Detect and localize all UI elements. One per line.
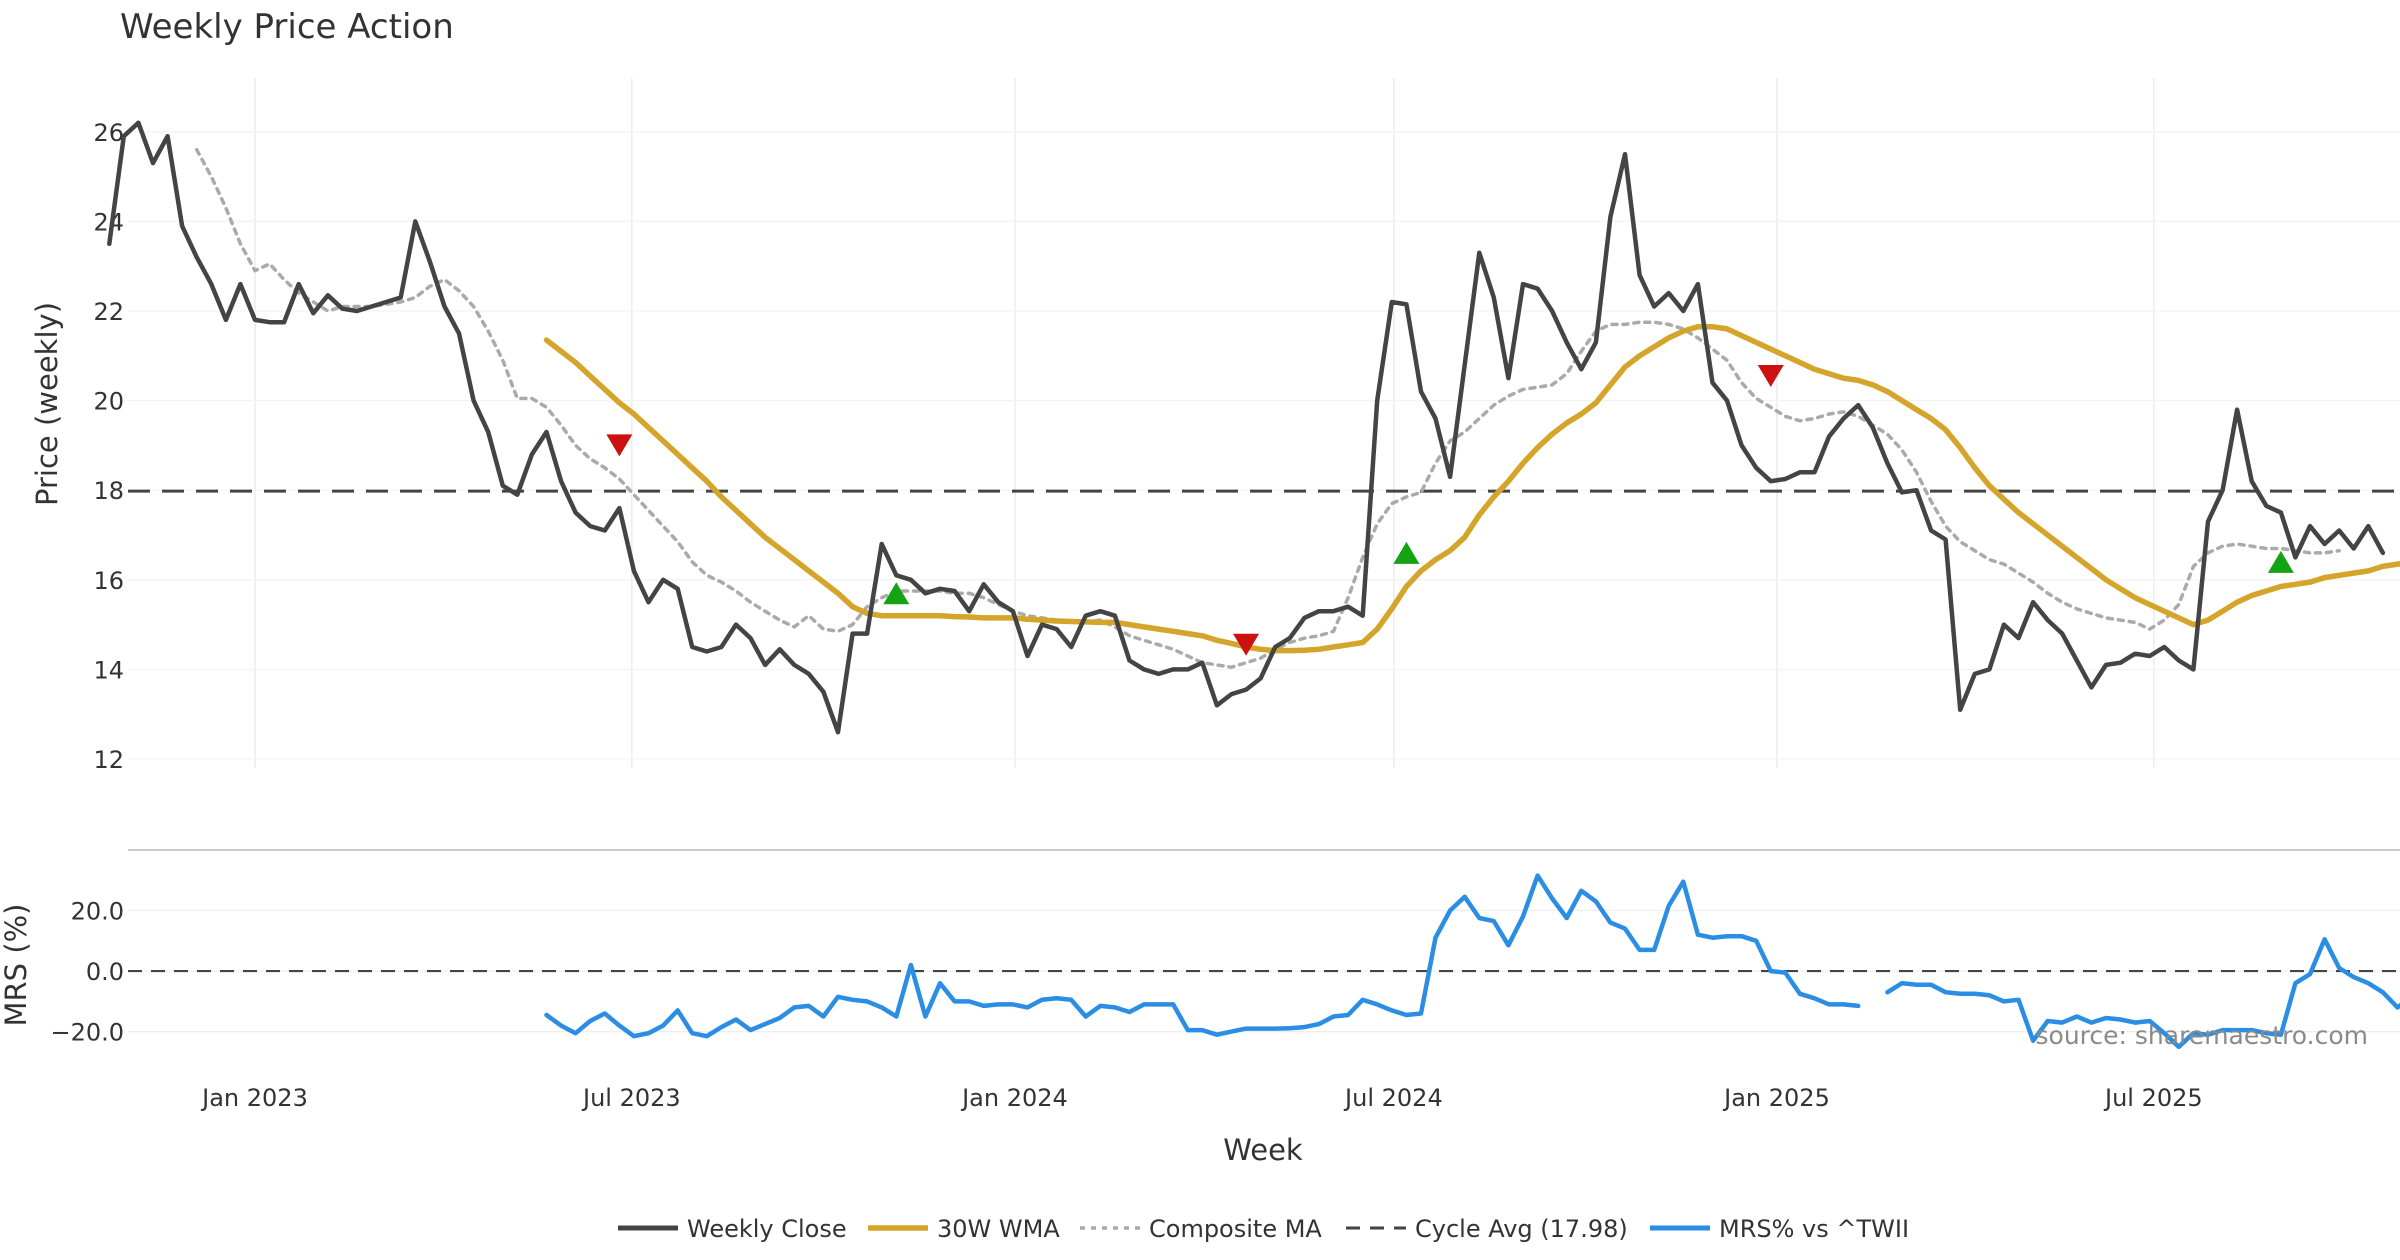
sell-signal-marker: [1233, 633, 1260, 656]
legend-label: MRS% vs ^TWII: [1719, 1215, 1909, 1243]
series-line-mrs: [544, 873, 2400, 1050]
buy-signal-marker: [2267, 550, 2294, 573]
signal-markers: [606, 364, 2294, 656]
legend-label: Composite MA: [1149, 1215, 1322, 1243]
x-axis-ticks: Jan 2023 Jul 2023 Jan 2024 Jul 2024 Jan 2025…: [200, 1084, 2203, 1112]
legend-label: 30W WMA: [937, 1215, 1060, 1243]
price-y-tick-label: 12: [93, 746, 124, 774]
price-y-tick-label: 22: [93, 298, 124, 326]
price-x-grid: [254, 78, 2155, 768]
price-y-tick-label: 26: [93, 119, 124, 147]
mrs-series-group: [544, 873, 2400, 1050]
mrs-y-tick-label: 0.0: [86, 958, 124, 986]
price-series-group: [107, 120, 2400, 735]
mrs-panel: −20.0 0.0 20.0 MRS (%) source: sharemaestr…: [0, 873, 2400, 1050]
x-tick-label: Jan 2025: [1722, 1084, 1830, 1112]
price-y-axis-label: Price (weekly): [30, 302, 64, 506]
x-tick-label: Jan 2023: [200, 1084, 308, 1112]
series-line-weekly-close: [107, 120, 2386, 735]
price-y-tick-label: 18: [93, 477, 124, 505]
x-tick-label: Jul 2024: [1343, 1084, 1443, 1112]
legend-label: Cycle Avg (17.98): [1415, 1215, 1628, 1243]
mrs-y-tick-label: −20.0: [50, 1019, 124, 1047]
x-tick-label: Jul 2023: [581, 1084, 681, 1112]
mrs-y-axis-label: MRS (%): [0, 904, 33, 1027]
series-line-composite-ma: [194, 147, 2341, 669]
sell-signal-marker: [606, 434, 633, 457]
price-y-tick-label: 20: [93, 388, 124, 416]
buy-signal-marker: [883, 582, 910, 605]
legend-label: Weekly Close: [687, 1215, 847, 1243]
x-tick-label: Jul 2025: [2103, 1084, 2203, 1112]
source-note: source: sharemaestro.com: [2036, 1021, 2369, 1050]
mrs-y-tick-label: 20.0: [71, 897, 124, 925]
price-y-tick-label: 16: [93, 567, 124, 595]
buy-signal-marker: [1393, 541, 1420, 564]
x-axis-label: Week: [1223, 1133, 1303, 1167]
chart-title: Weekly Price Action: [120, 7, 454, 47]
series-line-30w-wma: [543, 323, 2400, 654]
x-tick-label: Jan 2024: [960, 1084, 1068, 1112]
legend: Weekly Close 30W WMA Composite MA Cycle Avg…: [618, 1215, 1909, 1243]
sell-signal-marker: [1757, 364, 1784, 387]
price-y-tick-label: 14: [93, 656, 124, 684]
